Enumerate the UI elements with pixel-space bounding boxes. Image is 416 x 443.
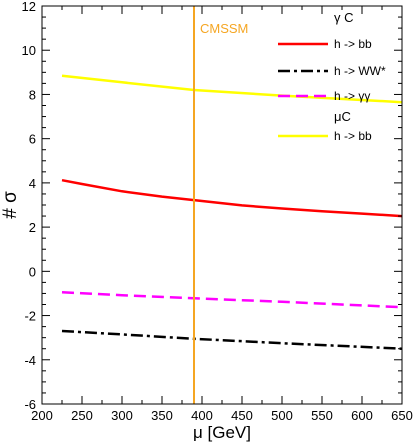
- cmssm-label: CMSSM: [200, 21, 248, 36]
- x-tick-label: 600: [351, 408, 373, 423]
- y-axis-label: # σ: [0, 191, 21, 219]
- legend-label-2: h -> γγ: [334, 89, 370, 103]
- y-tick-label: 4: [29, 176, 36, 191]
- y-tick-label: 10: [22, 43, 36, 58]
- x-tick-label: 350: [151, 408, 173, 423]
- x-tick-label: 650: [391, 408, 413, 423]
- y-tick-label: -6: [24, 397, 36, 412]
- x-tick-label: 450: [231, 408, 253, 423]
- x-tick-label: 300: [111, 408, 133, 423]
- y-tick-label: 6: [29, 132, 36, 147]
- legend: γ C h -> bb h -> WW* h -> γγ μC h -> bb: [278, 10, 386, 143]
- x-axis: 200 250 300 350 400 450 500 550 600 650: [31, 6, 413, 423]
- y-tick-label: -4: [24, 353, 36, 368]
- series-layer: [61, 74, 402, 350]
- series-line-2: [61, 291, 402, 309]
- legend-header-0: γ C: [334, 10, 354, 25]
- y-tick-label: 12: [22, 0, 36, 14]
- x-tick-label: 500: [271, 408, 293, 423]
- legend-label-3: h -> bb: [334, 129, 372, 143]
- vline-layer: CMSSM: [193, 6, 248, 404]
- y-axis: -6 -4 -2 0 2 4 6 8 10 12: [22, 0, 402, 412]
- x-axis-label: μ [GeV]: [193, 423, 251, 442]
- legend-label-0: h -> bb: [334, 37, 372, 51]
- legend-label-1: h -> WW*: [334, 64, 386, 78]
- y-tick-label: -2: [24, 309, 36, 324]
- series-line-0: [61, 178, 402, 218]
- y-tick-label: 8: [29, 87, 36, 102]
- x-tick-label: 400: [191, 408, 213, 423]
- x-tick-label: 250: [71, 408, 93, 423]
- x-tick-label: 200: [31, 408, 53, 423]
- legend-header-1: μC: [334, 109, 351, 124]
- series-line-1: [61, 329, 402, 350]
- y-tick-label: 2: [29, 220, 36, 235]
- x-tick-label: 550: [311, 408, 333, 423]
- y-tick-label: 0: [29, 264, 36, 279]
